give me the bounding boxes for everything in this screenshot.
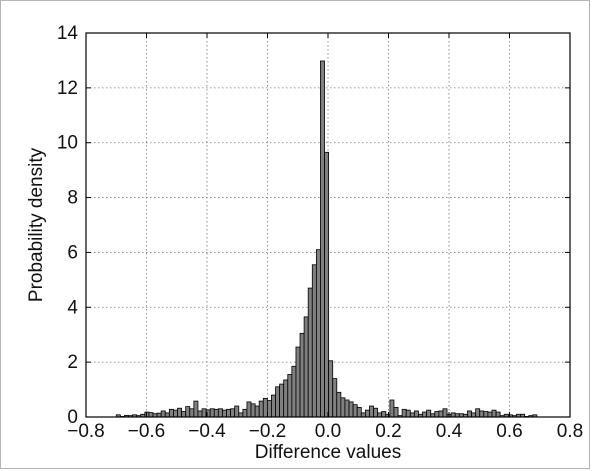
histogram-bar [450,412,456,418]
histogram-bar [246,401,252,418]
x-tick-label: −0.4 [188,421,226,442]
y-tick-labels: 0 2 4 6 8 10 12 14 [57,23,79,428]
histogram-bar [230,408,236,418]
histogram-bar [479,410,485,418]
y-tick-label: 14 [57,23,79,44]
x-axis-label: Difference values [255,442,401,463]
histogram-bar [250,403,256,418]
histogram-bar [324,151,330,418]
x-tick-label: −0.2 [249,421,287,442]
x-tick-label: 0.8 [557,421,583,442]
histogram-bar [438,410,444,418]
y-tick-label: 12 [57,78,78,99]
bars-group [115,60,538,418]
histogram-bar [491,409,497,418]
histogram-bar [295,346,301,418]
grid-lines [86,33,570,417]
histogram-bar [271,394,276,418]
histogram-bar [213,408,219,418]
histogram-bar [197,410,203,418]
y-tick-label: 8 [67,188,78,209]
histogram-bar [185,406,191,418]
histogram-bar [471,412,477,418]
histogram-bar [242,408,248,418]
histogram-bar [360,412,366,418]
histogram-bar [181,411,187,418]
histogram-bar [234,405,240,418]
histogram-bar [160,410,166,418]
x-tick-label: 0.0 [315,421,341,442]
histogram-bar [291,365,297,418]
histogram-bar [413,410,419,418]
histogram-bar [442,408,448,418]
histogram-bar [364,409,370,418]
histogram-bar [164,412,170,418]
y-tick-label: 0 [67,407,78,428]
histogram-bar [168,408,174,418]
y-tick-label: 4 [67,297,78,318]
histogram-bar [279,383,285,418]
histogram-bar [189,408,195,418]
histogram-bar [209,408,215,418]
histogram-bar [258,400,264,418]
x-tick-label: 0.2 [375,421,401,442]
histogram-bar [315,249,321,418]
histogram-bar [495,411,501,418]
y-tick-label: 10 [57,133,78,154]
histogram-bar [475,408,481,418]
histogram-bar [328,360,334,418]
histogram-bar [483,411,489,418]
histogram-bar [307,287,313,418]
histogram-bar [217,408,223,418]
histogram-bar [320,60,325,418]
histogram-bar [193,400,199,418]
histogram-bar [262,397,268,418]
histogram-bar [299,332,305,418]
x-tick-label: 0.6 [496,421,522,442]
y-axis-label: Probability density [26,147,47,302]
histogram-bar [377,412,383,418]
ticks-group [85,32,571,418]
histogram-bar [426,409,432,418]
histogram-bar [401,408,407,418]
histogram-bar [381,411,387,418]
histogram-bar [369,405,374,418]
histogram-bar [287,374,293,418]
histogram-bar [373,407,379,418]
x-tick-label: −0.8 [67,421,105,442]
histogram-bar [405,409,411,418]
histogram-bar [254,405,260,418]
histogram-bar [275,386,281,418]
histogram-bar [222,409,227,418]
histogram-bar [352,404,358,418]
histogram-bar [173,409,178,418]
histogram-bar [393,406,399,418]
histogram-bar [148,412,154,418]
histogram-bar [332,378,338,418]
histogram-bar [422,411,428,418]
histogram-bar [311,264,317,418]
x-tick-labels: −0.8 −0.6 −0.4 −0.2 0.0 0.2 0.4 0.6 0.8 [67,421,583,442]
histogram-bar [487,411,493,418]
histogram-bar [238,412,244,418]
histogram-bar [226,408,232,418]
histogram-bar [467,410,472,418]
histogram-bar [201,408,207,418]
y-tick-label: 2 [67,352,78,373]
histogram-bar [177,407,183,418]
histogram-bar [409,412,415,418]
histogram-bar [336,391,342,418]
x-tick-label: 0.4 [436,421,463,442]
y-tick-label: 6 [67,242,78,263]
histogram-bar [389,399,395,418]
histogram-bar [344,399,350,418]
histogram-bar [348,401,354,418]
histogram-bar [283,379,289,418]
histogram-bar [303,316,309,418]
histogram-bar [340,397,346,418]
histogram-bar [356,406,362,418]
histogram-bar [434,411,440,418]
x-tick-label: −0.6 [128,421,166,442]
